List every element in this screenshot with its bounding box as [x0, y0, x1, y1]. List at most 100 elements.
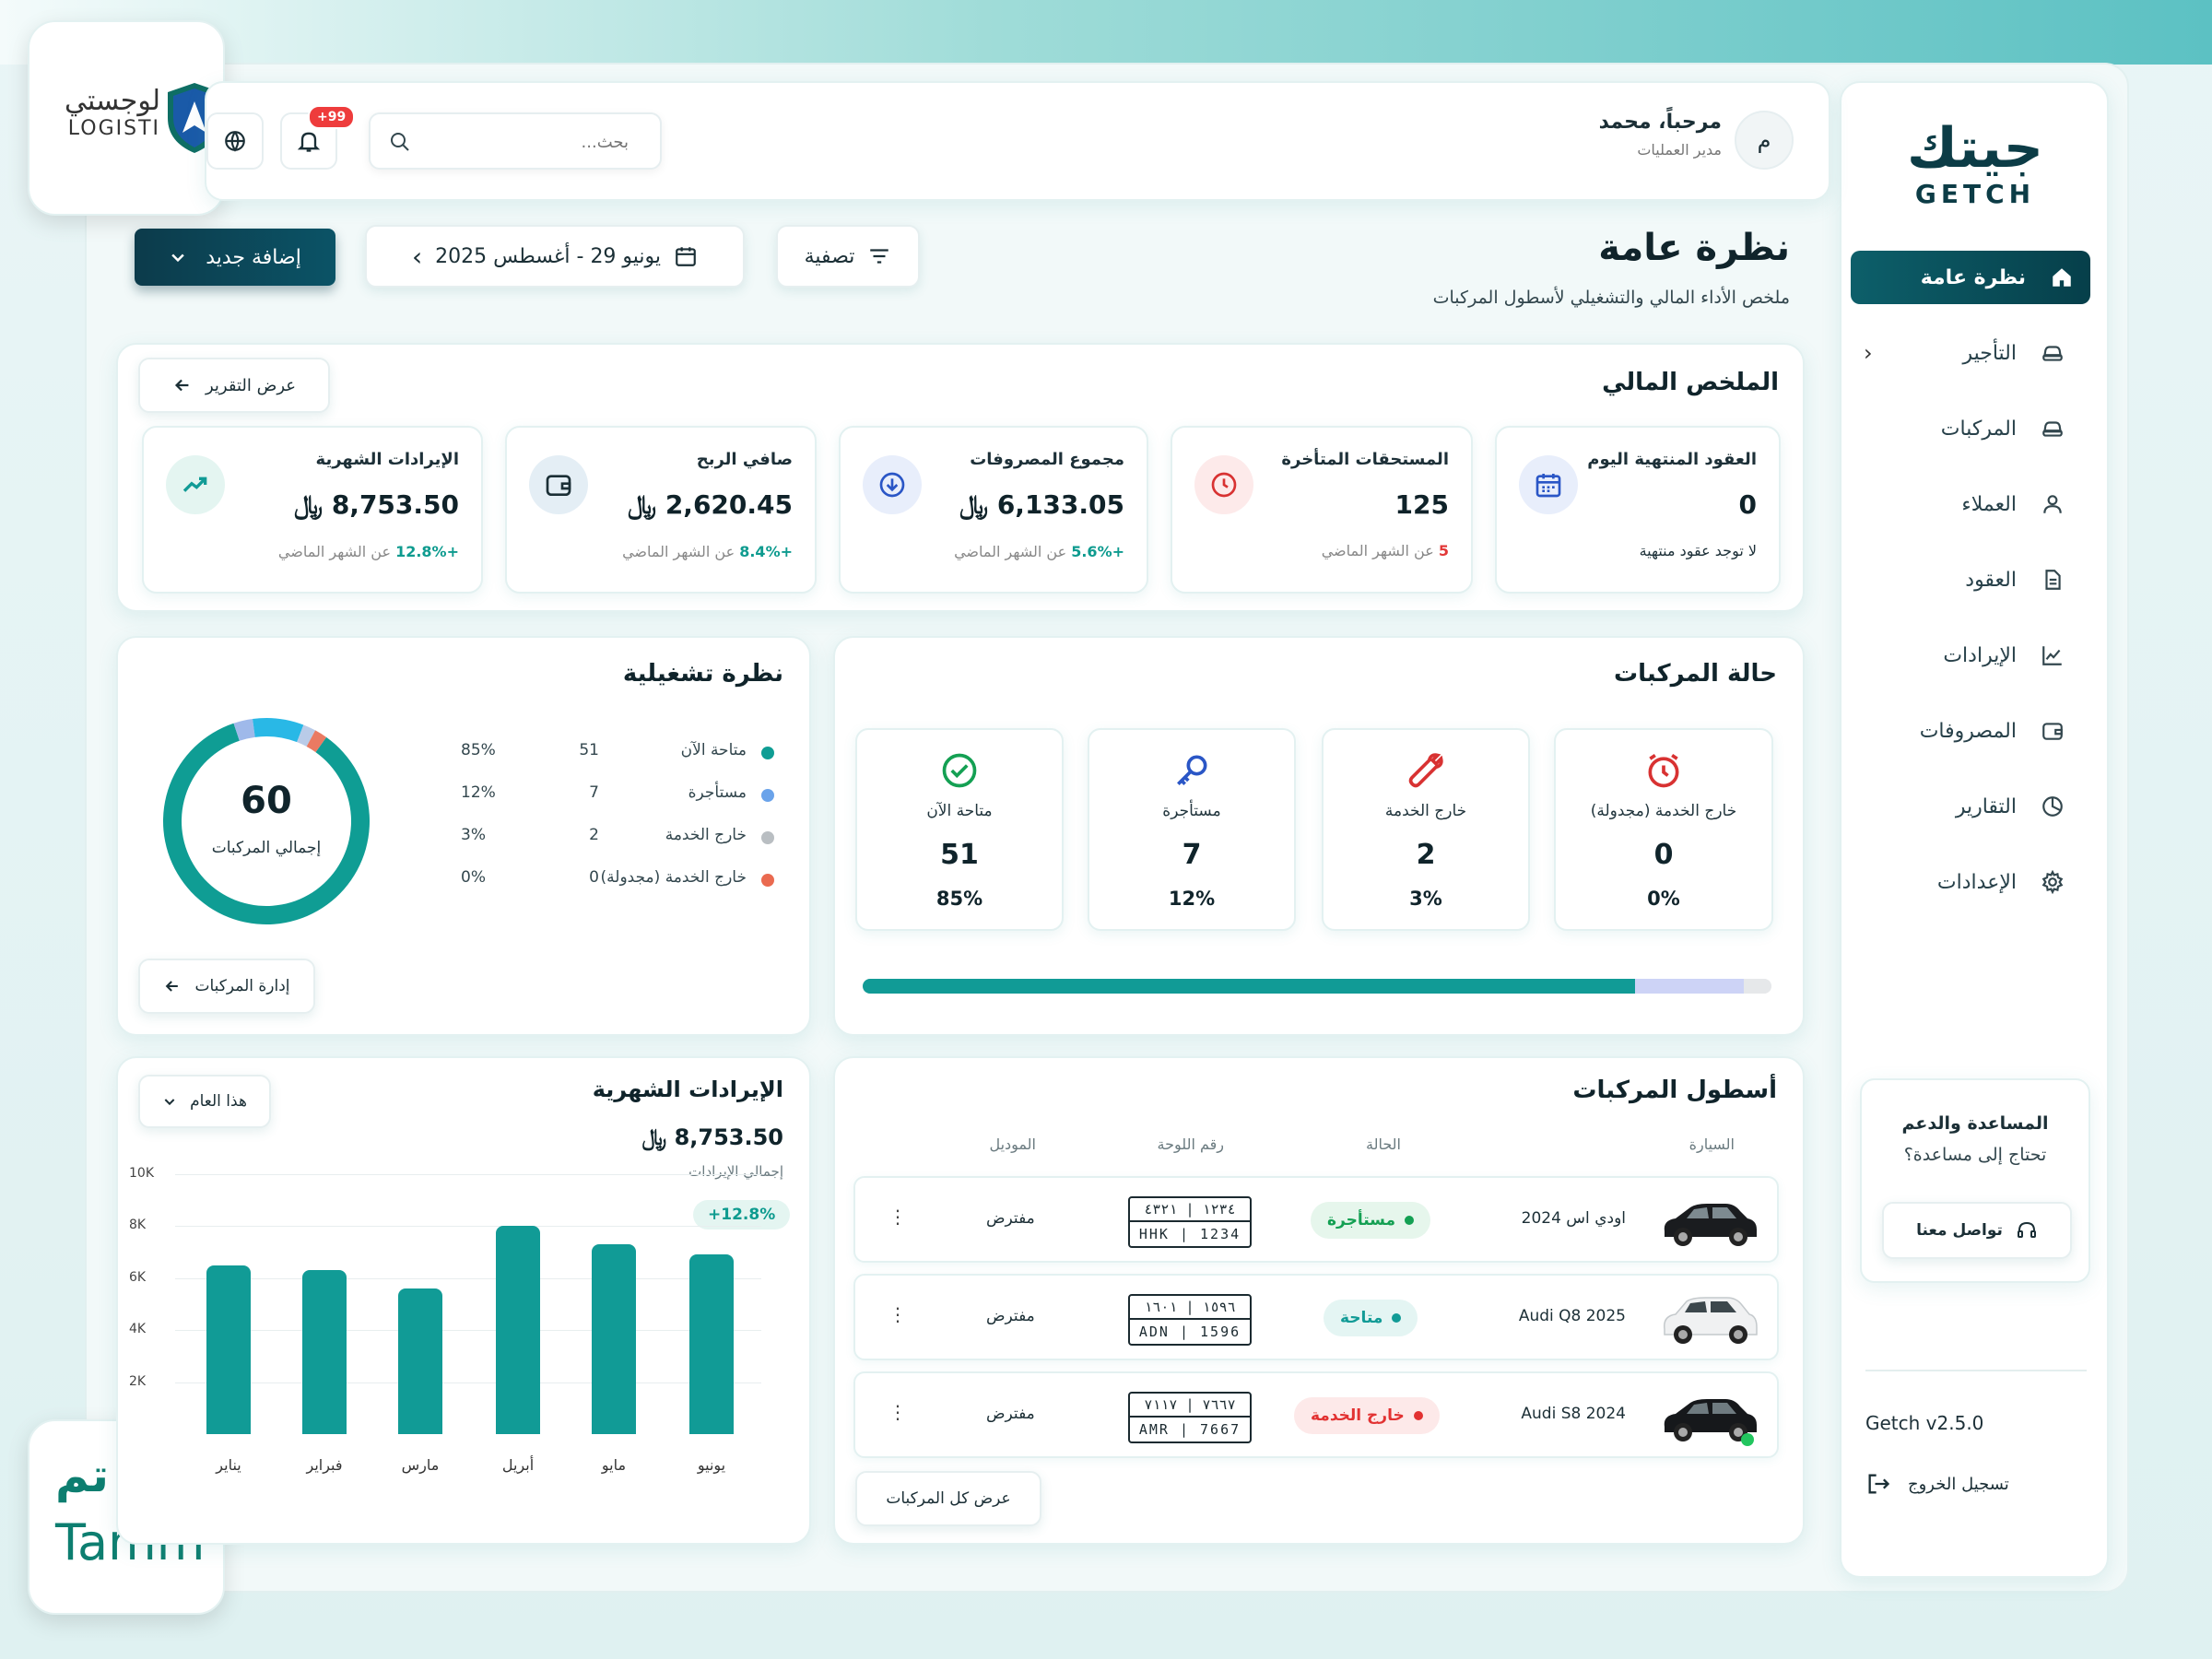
legend-count: 0: [589, 868, 599, 887]
y-tick-label: 4K: [129, 1322, 147, 1337]
legend-pct: 3%: [461, 826, 486, 844]
x-tick-label: أبريل: [501, 1456, 535, 1474]
view-all-vehicles-button[interactable]: عرض كل المركبات: [855, 1471, 1041, 1526]
sidebar-item-overview[interactable]: نظرة عامة: [1851, 251, 2090, 304]
stat-card-overdue[interactable]: المستحقات المتأخرة 125 5 عن الشهر الماضي: [1171, 426, 1473, 594]
stat-value: 0: [1738, 489, 1757, 520]
manage-vehicles-button[interactable]: إدارة المركبات: [138, 959, 315, 1014]
model-text: مفترض: [986, 1307, 1035, 1325]
sidebar-item-label: الإيرادات: [1943, 643, 2017, 667]
legend-pct: 85%: [461, 741, 496, 759]
status-value: 7: [1182, 839, 1202, 871]
key-icon: [1171, 750, 1212, 791]
stat-value: 6,133.05 ﷼: [959, 489, 1124, 520]
table-row[interactable]: Audi S8 2024 خارج الخدمة ٧٦٦٧ | ٧١١٧ AMR…: [853, 1371, 1779, 1458]
sidebar-item-customers[interactable]: العملاء: [1845, 477, 2081, 531]
plate-latin: AMR | 7667: [1138, 1421, 1241, 1438]
manage-vehicles-label: إدارة المركبات: [194, 977, 290, 995]
chevron-right-icon[interactable]: ›: [411, 241, 423, 272]
model-text: مفترض: [986, 1209, 1035, 1228]
revenue-change-badge: +12.8%: [693, 1200, 791, 1230]
status-dot: [1413, 1411, 1423, 1420]
status-label: مستأجرة: [1162, 802, 1221, 820]
monthly-revenue-total-label: إجمالي الإيرادات: [688, 1163, 783, 1180]
y-tick-label: 2K: [129, 1373, 147, 1389]
wallet-icon: [529, 455, 588, 514]
sidebar-item-contracts[interactable]: العقود: [1845, 553, 2081, 606]
avatar[interactable]: م: [1735, 111, 1794, 170]
language-button[interactable]: [206, 112, 264, 170]
chevron-left-icon[interactable]: ‹: [1864, 340, 1873, 366]
donut-slice: [306, 730, 327, 753]
status-dot: [1405, 1216, 1415, 1225]
sidebar-item-revenue[interactable]: الإيرادات: [1845, 629, 2081, 682]
status-dot: [1392, 1313, 1402, 1323]
table-row[interactable]: Audi Q8 2025 متاحة ١٥٩٦ | ١٦٠١ ADN | 159…: [853, 1274, 1779, 1360]
chevron-down-icon: [162, 1094, 177, 1109]
logout-button[interactable]: تسجيل الخروج: [1865, 1465, 2050, 1502]
plate-latin: HHK | 1234: [1138, 1226, 1241, 1242]
legend-dot: [761, 874, 774, 887]
filter-button[interactable]: تصفية: [776, 225, 920, 288]
donut-total: 60: [241, 780, 292, 822]
stat-suffix: عن الشهر الماضي: [954, 543, 1067, 560]
stat-note: لا توجد عقود منتهية: [1639, 542, 1757, 559]
grid-line: [175, 1226, 761, 1228]
status-card-scheduled-out[interactable]: خارج الخدمة (مجدولة) 0 0%: [1554, 728, 1773, 931]
brand-logo: جيتك GETCH: [1878, 118, 2072, 209]
contact-us-button[interactable]: تواصل معنا: [1882, 1202, 2072, 1259]
sidebar-item-vehicles[interactable]: المركبات: [1845, 402, 2081, 455]
model-text: مفترض: [986, 1405, 1035, 1423]
date-range-picker[interactable]: يونيو 29 - أغسطس 2025 ›: [365, 225, 745, 288]
fleet-title: أسطول المركبات: [1572, 1077, 1777, 1104]
stat-value: 125: [1394, 489, 1449, 520]
more-options-icon[interactable]: ⋮: [888, 1401, 907, 1423]
sidebar-item-expenses[interactable]: المصروفات: [1845, 704, 2081, 758]
monthly-revenue-title: الإيرادات الشهرية: [592, 1077, 783, 1102]
notifications-button[interactable]: +99: [280, 105, 356, 170]
donut-slice: [233, 719, 255, 741]
header-model: الموديل: [989, 1135, 1036, 1153]
monthly-revenue-total: 8,753.50 ﷼: [641, 1124, 783, 1150]
status-card-out-of-service[interactable]: خارج الخدمة 2 3%: [1322, 728, 1530, 931]
brand-english-logo: GETCH: [1914, 179, 2036, 209]
search-input[interactable]: [426, 125, 629, 159]
revenue-bar: [206, 1265, 251, 1434]
stat-card-net-profit[interactable]: صافي الربح 2,620.45 ﷼ +8.4% عن الشهر الم…: [505, 426, 817, 594]
status-card-available[interactable]: متاحة الآن 51 85%: [855, 728, 1064, 931]
y-tick-label: 10K: [129, 1166, 154, 1181]
operational-title: نظرة تشغيلية: [622, 660, 783, 688]
status-label: خارج الخدمة (مجدولة): [1590, 802, 1737, 820]
stat-label: مجموع المصروفات: [970, 450, 1124, 469]
more-options-icon[interactable]: ⋮: [888, 1303, 907, 1325]
calendar-icon: [674, 244, 698, 268]
more-options-icon[interactable]: ⋮: [888, 1206, 907, 1228]
add-new-button[interactable]: إضافة جديد: [135, 229, 335, 286]
stat-card-expenses[interactable]: مجموع المصروفات 6,133.05 ﷼ +5.6% عن الشه…: [839, 426, 1148, 594]
donut-slice: [253, 718, 304, 743]
sidebar-item-settings[interactable]: الإعدادات: [1845, 855, 2081, 909]
view-report-button[interactable]: عرض التقرير: [138, 358, 330, 413]
legend-item-out-of-service: خارج الخدمة 2 3%: [424, 826, 774, 853]
financial-summary-title: الملخص المالي: [1602, 369, 1779, 396]
contact-us-label: تواصل معنا: [1916, 1221, 2003, 1240]
page-title: نظرة عامة: [1598, 227, 1790, 269]
status-card-rented[interactable]: مستأجرة 7 12%: [1088, 728, 1296, 931]
table-row[interactable]: اودي اس 2024 مستأجرة ١٢٣٤ | ٤٣٢١ HHK | 1…: [853, 1176, 1779, 1263]
revenue-bar: [689, 1254, 734, 1434]
y-tick-label: 8K: [129, 1218, 147, 1233]
search-box[interactable]: [369, 112, 662, 170]
stat-card-contracts-ending[interactable]: العقود المنتهية اليوم 0 لا توجد عقود منت…: [1495, 426, 1781, 594]
sidebar-item-reports[interactable]: التقارير: [1845, 780, 2081, 833]
sidebar-item-label: العملاء: [1961, 492, 2017, 516]
legend-pct: 0%: [461, 868, 486, 887]
y-tick-label: 6K: [129, 1269, 147, 1285]
x-tick-label: يناير: [216, 1456, 241, 1474]
stat-card-monthly-revenue[interactable]: الإيرادات الشهرية 8,753.50 ﷼ +12.8% عن ا…: [142, 426, 483, 594]
vehicle-status-progress-bar: [863, 979, 1771, 994]
alarm-clock-icon: [1643, 750, 1684, 791]
period-dropdown[interactable]: هذا العام: [138, 1075, 271, 1128]
logout-label: تسجيل الخروج: [1908, 1474, 2009, 1494]
status-text: خارج الخدمة: [1311, 1406, 1405, 1425]
sidebar-item-rental[interactable]: التأجير ‹: [1845, 326, 2081, 380]
